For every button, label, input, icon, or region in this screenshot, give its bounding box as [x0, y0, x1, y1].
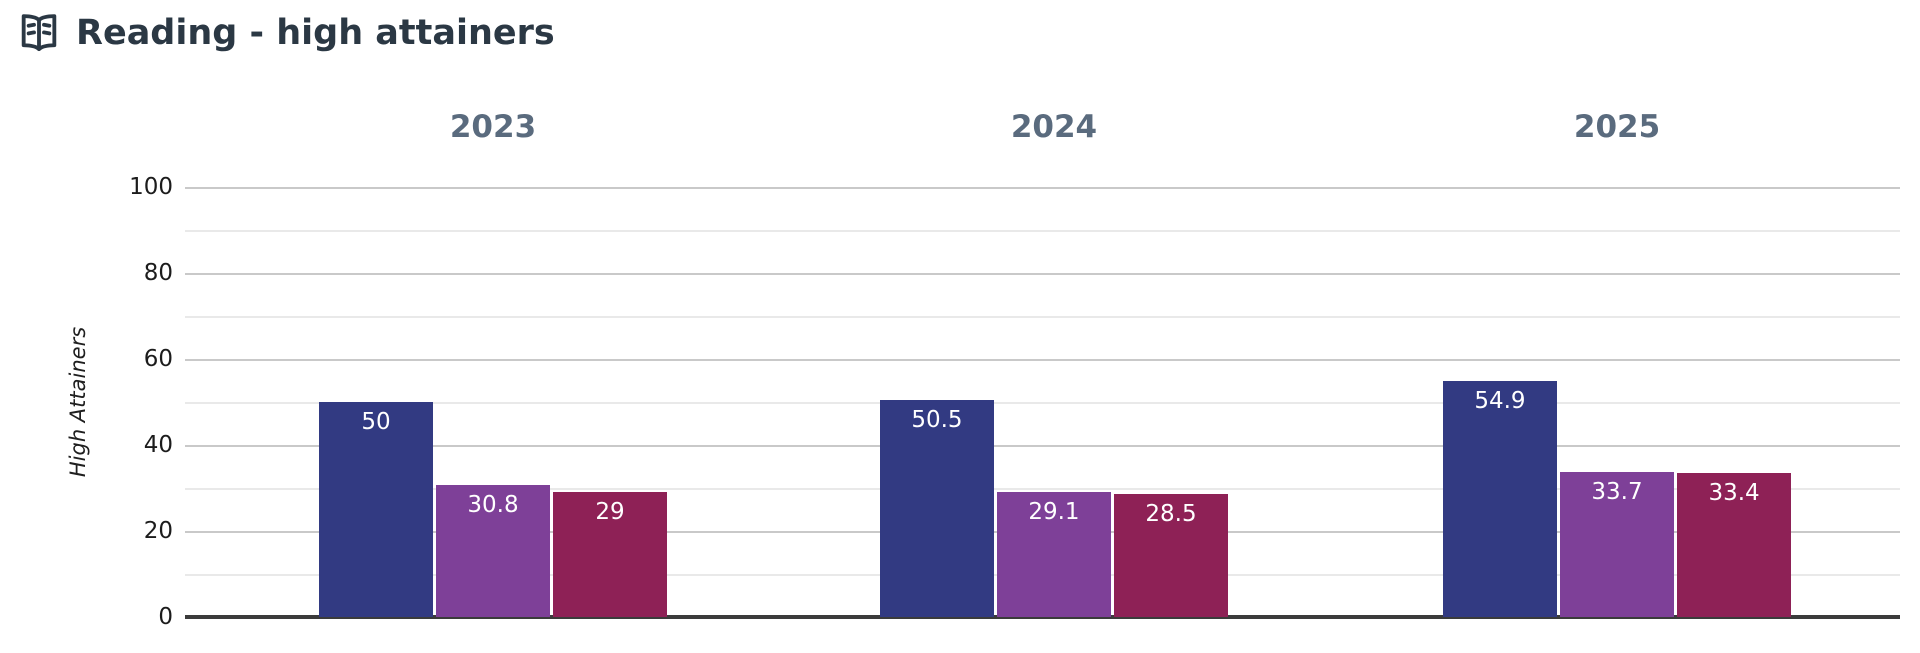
bar-value-label: 50.5 [911, 406, 963, 433]
bar-group-2023: 50 30.8 29 [318, 187, 668, 617]
chart-header: Reading - high attainers [16, 10, 555, 56]
bar-value-label: 50 [361, 409, 391, 435]
major-gridline [185, 359, 1900, 361]
bar-value-label: 54.9 [1474, 387, 1526, 414]
minor-gridline [185, 316, 1900, 318]
y-tick-label: 40 [143, 432, 173, 458]
major-gridline [185, 273, 1900, 275]
bar-value-label: 29.1 [1028, 498, 1080, 525]
page-title: Reading - high attainers [76, 13, 555, 53]
bar-crimson-series-2025[interactable]: 33.4 [1677, 473, 1792, 617]
bar-purple-series-2025[interactable]: 33.7 [1559, 472, 1675, 617]
bar-value-label: 28.5 [1145, 501, 1197, 528]
bar-navy-series-2024[interactable]: 50.5 [879, 399, 994, 617]
y-tick-label: 60 [143, 346, 173, 372]
bar-value-label: 33.7 [1591, 479, 1643, 506]
minor-gridline [185, 488, 1900, 490]
bar-value-label: 33.4 [1708, 480, 1760, 507]
year-label: 2024 [1010, 109, 1098, 145]
major-gridline [185, 187, 1900, 189]
bar-navy-series-2023[interactable]: 50 [318, 402, 433, 617]
y-tick-label: 80 [143, 260, 173, 286]
plot-area: 0 20 40 60 80 100 2023 50 30.8 29 2024 50.5 29.1 28.5… [129, 109, 1900, 629]
minor-gridline [185, 230, 1900, 232]
minor-gridline [185, 402, 1900, 404]
bar-purple-series-2024[interactable]: 29.1 [996, 491, 1111, 617]
book-open-icon [16, 10, 62, 56]
year-label: 2023 [449, 109, 537, 145]
bar-value-label: 30.8 [467, 491, 519, 518]
bar-group-2025: 54.9 33.7 33.4 [1442, 187, 1792, 617]
y-tick-label: 20 [143, 518, 173, 544]
y-axis-title: High Attainers [66, 326, 90, 478]
bar-crimson-series-2024[interactable]: 28.5 [1114, 494, 1229, 617]
bar-crimson-series-2023[interactable]: 29 [553, 492, 668, 617]
major-gridline [185, 445, 1900, 447]
bar-value-label: 29 [595, 499, 625, 526]
y-tick-label: 100 [129, 174, 173, 200]
bar-purple-series-2023[interactable]: 30.8 [435, 484, 551, 617]
bar-group-2024: 50.5 29.1 28.5 [879, 187, 1229, 617]
year-label: 2025 [1573, 109, 1661, 145]
x-axis-line [185, 615, 1900, 619]
y-tick-label: 0 [158, 604, 173, 630]
bar-navy-series-2025[interactable]: 54.9 [1442, 380, 1557, 617]
